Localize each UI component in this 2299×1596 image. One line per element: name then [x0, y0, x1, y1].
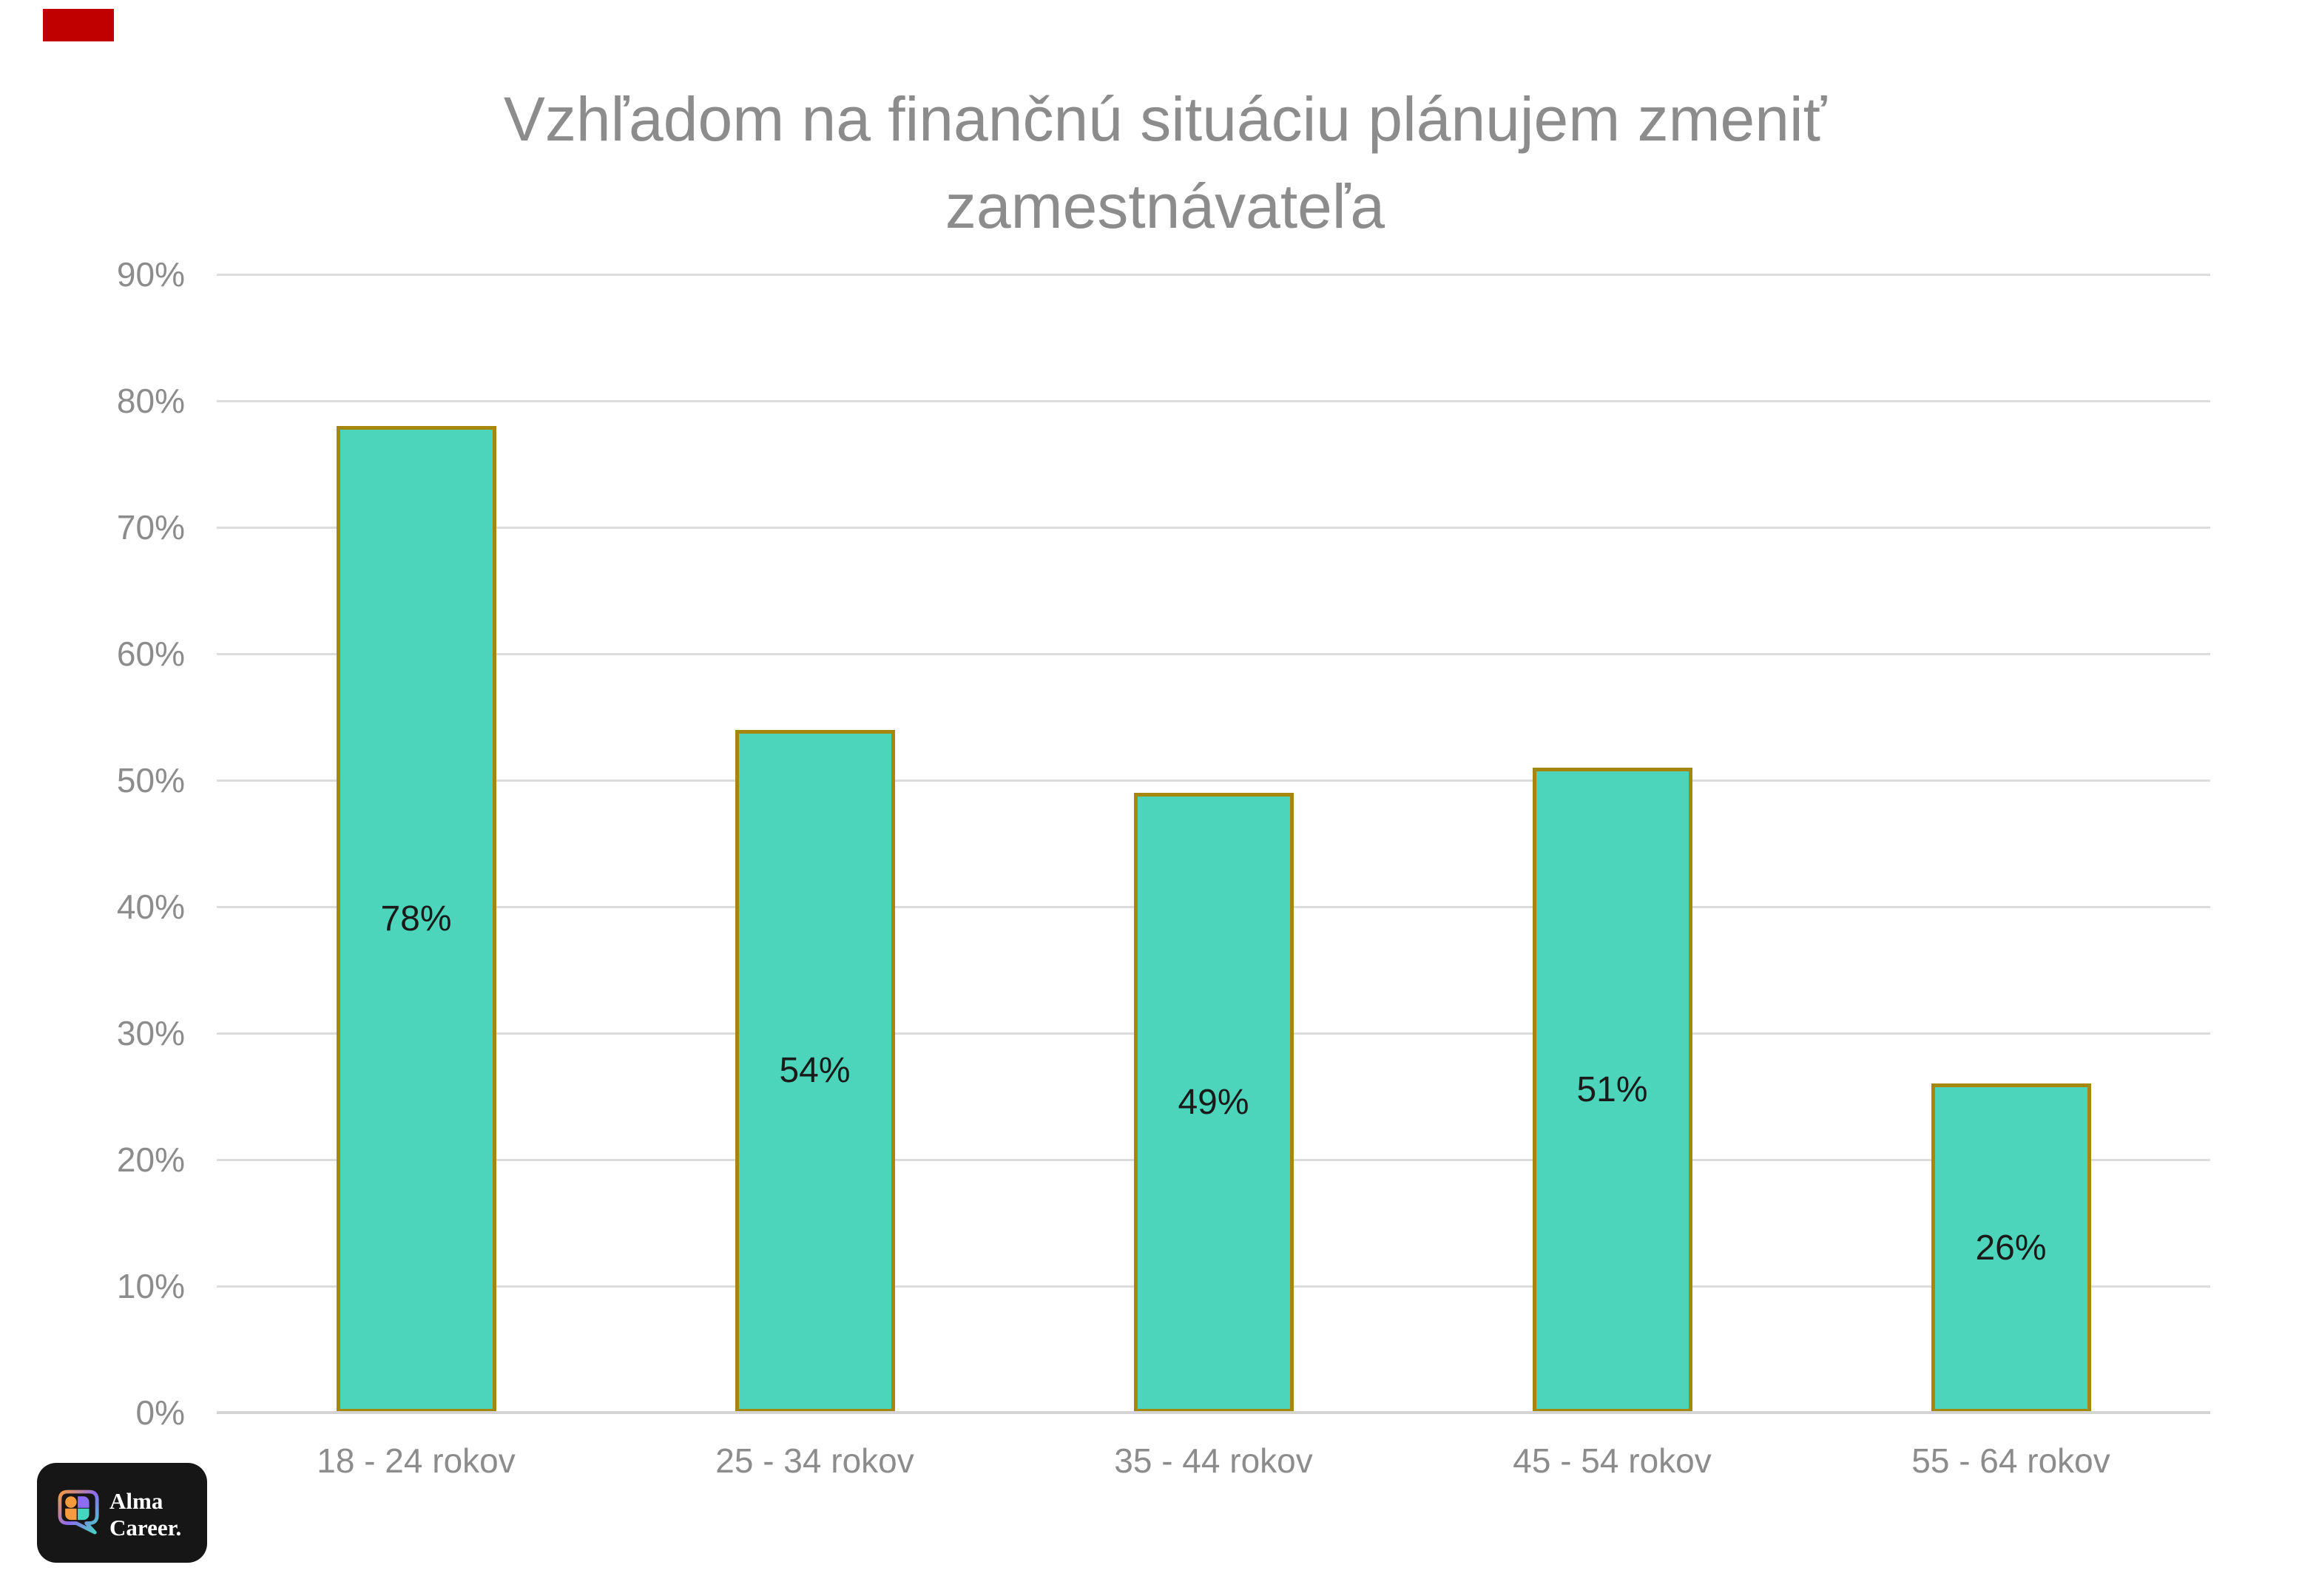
- gridline-80%: [217, 399, 2210, 402]
- bar-value-label: 78%: [380, 899, 452, 939]
- x-tick-label: 18 - 24 rokov: [317, 1441, 516, 1480]
- red-marker: [43, 9, 114, 41]
- gridline-90%: [217, 273, 2210, 276]
- y-tick-label: 0%: [135, 1393, 185, 1432]
- x-tick-label: 55 - 64 rokov: [1911, 1441, 2110, 1480]
- bar-value-label: 49%: [1178, 1083, 1249, 1123]
- y-tick-label: 80%: [116, 382, 185, 420]
- alma-career-wordmark: Alma Career.: [109, 1488, 181, 1541]
- y-tick-label: 20%: [116, 1140, 185, 1179]
- y-tick-label: 10%: [116, 1267, 185, 1305]
- y-tick-label: 30%: [116, 1014, 185, 1052]
- y-tick-label: 40%: [116, 887, 185, 926]
- bar-18 - 24 rokov: [336, 426, 496, 1413]
- bar-55 - 64 rokov: [1931, 1083, 2091, 1413]
- bar-value-label: 54%: [779, 1051, 851, 1091]
- y-tick-label: 60%: [116, 635, 185, 673]
- bar-45 - 54 rokov: [1532, 767, 1692, 1413]
- logo-line2: Career.: [109, 1515, 182, 1541]
- gridline-60%: [217, 652, 2210, 655]
- alma-career-logo: Alma Career.: [37, 1463, 207, 1563]
- y-tick-label: 50%: [116, 761, 185, 799]
- y-tick-label: 90%: [116, 255, 185, 294]
- bar-35 - 44 rokov: [1133, 793, 1294, 1413]
- alma-career-icon: [58, 1490, 99, 1535]
- logo-line1: Alma: [109, 1488, 163, 1514]
- gridline-70%: [217, 526, 2210, 529]
- chart-title: Vzhľadom na finančnú situáciu plánujem z…: [0, 75, 2299, 250]
- y-tick-label: 70%: [116, 508, 185, 547]
- x-tick-label: 25 - 34 rokov: [715, 1441, 914, 1480]
- x-axis-line: [217, 1411, 2210, 1414]
- chart-title-line1: Vzhľadom na finančnú situáciu plánujem z…: [503, 84, 1827, 154]
- x-tick-label: 45 - 54 rokov: [1513, 1441, 1712, 1480]
- chart-title-line2: zamestnávateľa: [945, 172, 1385, 241]
- bar-25 - 34 rokov: [735, 729, 895, 1413]
- x-tick-label: 35 - 44 rokov: [1114, 1441, 1313, 1480]
- bar-value-label: 51%: [1576, 1069, 1648, 1109]
- gridline-50%: [217, 779, 2210, 782]
- bar-value-label: 26%: [1975, 1228, 2047, 1268]
